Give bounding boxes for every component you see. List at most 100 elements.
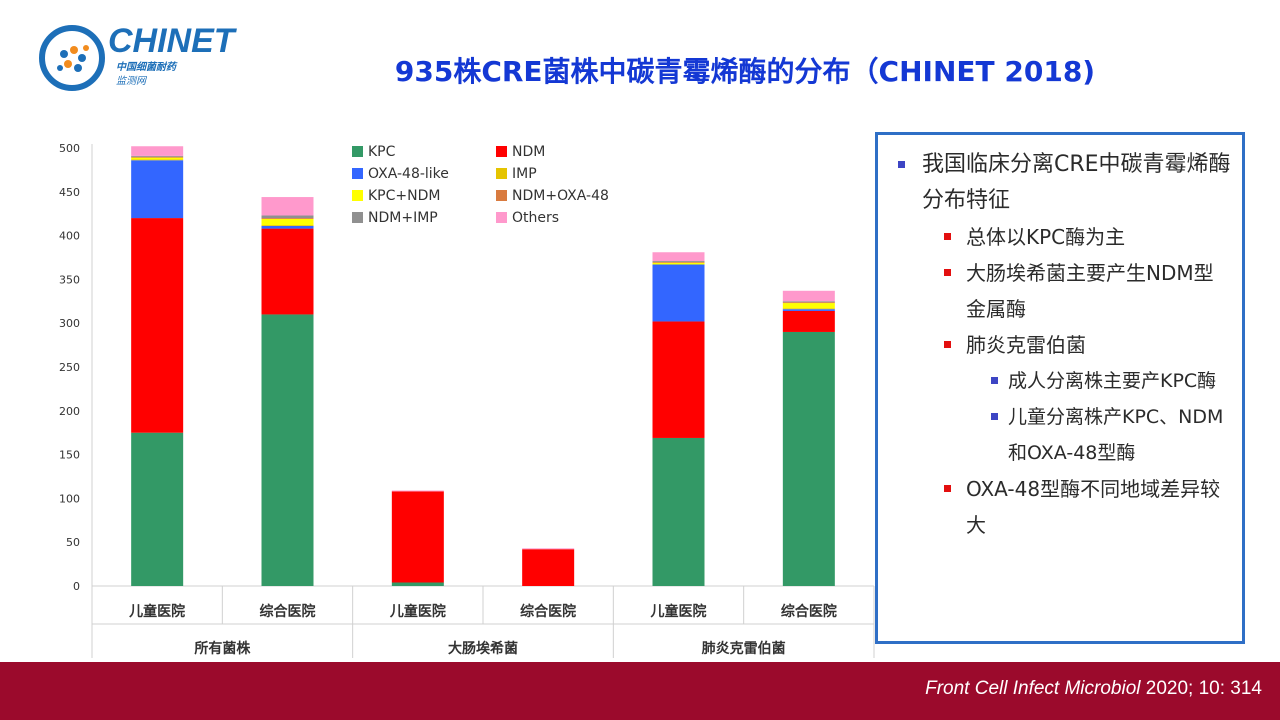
x-category-label: 儿童医院 [650, 603, 707, 620]
bullet-icon [944, 341, 951, 348]
bar-segment [391, 491, 444, 583]
y-tick-label: 300 [59, 317, 80, 330]
legend-label: Others [512, 210, 559, 226]
bar-segment [261, 218, 314, 219]
x-category-label: 综合医院 [520, 603, 576, 620]
y-tick-label: 50 [66, 536, 80, 549]
bar-segment [782, 303, 835, 309]
legend-label: NDM+OXA-48 [512, 188, 609, 204]
citation-journal: Front Cell Infect Microbiol [925, 678, 1141, 699]
x-category-label: 儿童医院 [128, 603, 185, 620]
bar-segment [782, 290, 835, 302]
y-tick-label: 100 [59, 492, 80, 505]
bar-segment [782, 309, 835, 311]
logo-globe-icon [39, 25, 105, 91]
slide-title: 935株CRE菌株中碳青霉烯酶的分布（CHINET 2018) [394, 55, 1096, 88]
y-tick-label: 150 [59, 449, 80, 462]
note-text: 成人分离株主要产KPC酶 [1008, 370, 1217, 392]
legend-swatch [352, 212, 363, 223]
bullet-icon [991, 413, 998, 420]
citation-ref: 2020; 10: 314 [1140, 678, 1262, 699]
bar-segment [261, 215, 314, 219]
note-item: 大肠埃希菌主要产生NDM型金属酶 [888, 255, 1232, 327]
x-group-label: 大肠埃希菌 [448, 640, 518, 657]
bar-segment [652, 261, 705, 263]
legend-swatch [496, 168, 507, 179]
footer-bar: Front Cell Infect Microbiol 2020; 10: 31… [0, 662, 1280, 720]
bar-segment [782, 331, 835, 586]
y-tick-label: 350 [59, 273, 80, 286]
bar-segment [652, 261, 705, 262]
bar-segment [131, 146, 184, 156]
y-tick-label: 400 [59, 230, 80, 243]
bar-segment [522, 549, 575, 586]
note-text: 我国临床分离CRE中碳青霉烯酶分布特征 [922, 152, 1231, 213]
bar-segment [131, 157, 184, 160]
note-item: 成人分离株主要产KPC酶 [888, 363, 1232, 399]
x-category-label: 综合医院 [260, 603, 316, 620]
bar-segment [261, 314, 314, 586]
bar-segment [261, 228, 314, 315]
legend-swatch [496, 146, 507, 157]
legend-swatch [352, 168, 363, 179]
legend-label: IMP [512, 166, 537, 182]
bar-segment [652, 321, 705, 438]
citation: Front Cell Infect Microbiol 2020; 10: 31… [925, 678, 1262, 700]
bar-segment [261, 225, 314, 229]
x-group-label: 所有菌株 [194, 640, 251, 657]
logo-wordmark: CHINET [108, 22, 235, 60]
bullet-icon [944, 269, 951, 276]
bar-segment [782, 310, 835, 332]
legend-label: OXA-48-like [368, 166, 449, 182]
legend-label: KPC+NDM [368, 188, 440, 204]
bar-segment [131, 218, 184, 433]
bar-segment [782, 301, 835, 303]
legend-swatch [496, 190, 507, 201]
bar-segment [652, 437, 705, 586]
chinet-logo: CHINET 中国细菌耐药 监测网 [38, 20, 235, 92]
bar-segment [652, 262, 705, 265]
bar-segment [131, 159, 184, 161]
y-tick-label: 200 [59, 405, 80, 418]
bar-segment [131, 156, 184, 158]
note-text: 儿童分离株产KPC、NDM和OXA-48型酶 [1008, 406, 1224, 464]
bar-segment [782, 302, 835, 304]
note-item: 我国临床分离CRE中碳青霉烯酶分布特征 [888, 147, 1232, 219]
chart-svg: 0 50 100 150 200 250 300 350 400 450 500 儿童医院 综合医院 儿童… [59, 142, 875, 658]
bar-segment [131, 160, 184, 219]
legend-swatch [352, 190, 363, 201]
bar-segment [391, 582, 444, 586]
bar-segment [131, 155, 184, 157]
legend-swatch [496, 212, 507, 223]
y-tick-label: 450 [59, 186, 80, 199]
logo-subtitle: 中国细菌耐药 [116, 62, 176, 73]
bar-segment [261, 197, 314, 216]
stacked-bar-chart: 0 50 100 150 200 250 300 350 400 450 500 儿童医院 综合医院 儿童… [40, 130, 880, 660]
bar-segment [782, 308, 835, 310]
bar-segment [522, 548, 575, 550]
y-tick-label: 500 [59, 142, 80, 155]
bar-segment [131, 432, 184, 586]
bar-segment [652, 252, 705, 262]
x-category-label: 儿童医院 [389, 603, 446, 620]
bullet-icon [944, 485, 951, 492]
y-tick-label: 250 [59, 361, 80, 374]
note-text: 肺炎克雷伯菌 [966, 333, 1086, 357]
note-text: 总体以KPC酶为主 [966, 225, 1126, 249]
bullet-icon [991, 377, 998, 384]
legend-swatch [352, 146, 363, 157]
x-group-label: 肺炎克雷伯菌 [702, 640, 786, 657]
bar-segment [261, 218, 314, 226]
legend-label: KPC [368, 144, 396, 160]
bar-segment [652, 264, 705, 322]
note-text: OXA-48型酶不同地域差异较大 [966, 477, 1221, 537]
summary-notes-box: 我国临床分离CRE中碳青霉烯酶分布特征总体以KPC酶为主大肠埃希菌主要产生NDM… [875, 132, 1245, 644]
note-item: OXA-48型酶不同地域差异较大 [888, 471, 1232, 543]
bar-segment [391, 490, 444, 492]
bullet-icon [944, 233, 951, 240]
bar-segment [261, 225, 314, 226]
legend-label: NDM [512, 144, 545, 160]
bullet-icon [898, 161, 905, 168]
y-tick-label: 0 [73, 580, 80, 593]
note-item: 肺炎克雷伯菌 [888, 327, 1232, 363]
